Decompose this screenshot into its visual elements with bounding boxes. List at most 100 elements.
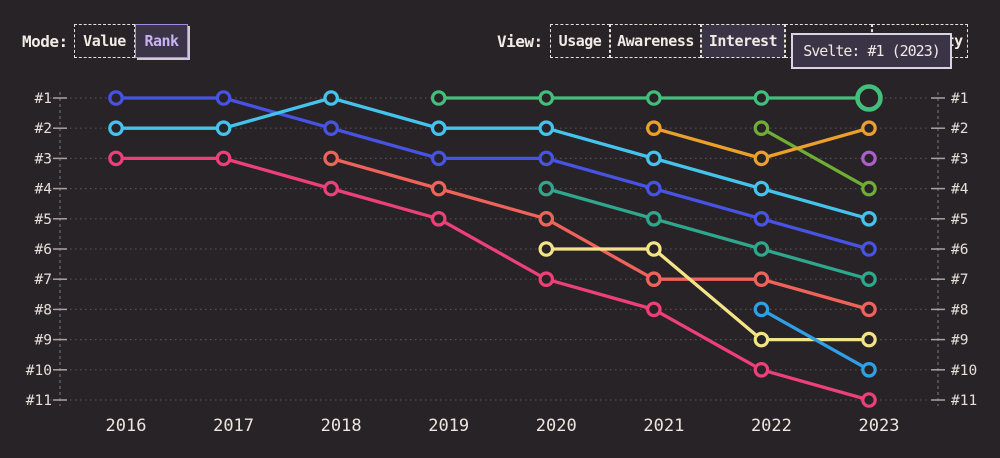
data-point-series-indigo[interactable] — [430, 150, 447, 167]
series-line-series-pink — [114, 156, 871, 402]
mode-toggle-group: Value Rank — [74, 24, 188, 58]
data-point-series-indigo[interactable] — [215, 90, 232, 106]
data-point-series-cyan[interactable] — [323, 90, 339, 106]
view-option-awareness[interactable]: Awareness — [610, 24, 701, 58]
rank-label-right: #8 — [951, 302, 968, 318]
data-point-svelte[interactable] — [646, 90, 662, 106]
data-point-series-red[interactable] — [538, 211, 555, 227]
series-line-series-teal — [544, 186, 871, 281]
data-point-svelte[interactable] — [753, 90, 770, 106]
data-point-series-olive[interactable] — [753, 120, 770, 136]
rank-label-right: #2 — [951, 121, 968, 137]
data-point-series-orange[interactable] — [753, 150, 770, 167]
data-point-series-indigo[interactable] — [861, 241, 877, 257]
rank-label-right: #5 — [951, 212, 968, 228]
data-point-series-pink[interactable] — [430, 211, 447, 227]
rank-label-left: #4 — [35, 182, 53, 198]
data-point-series-red[interactable] — [323, 150, 339, 167]
tooltip-text: Svelte: #1 (2023) — [803, 42, 941, 60]
data-point-series-cyan[interactable] — [108, 120, 124, 136]
year-label: 2018 — [321, 416, 362, 436]
data-point-series-indigo[interactable] — [646, 180, 662, 197]
data-point-series-teal[interactable] — [646, 211, 662, 227]
rank-label-left: #8 — [35, 302, 52, 318]
data-point-series-yellow[interactable] — [753, 331, 770, 348]
data-point-series-purple[interactable] — [861, 150, 877, 167]
data-point-series-pink[interactable] — [323, 180, 339, 197]
data-point-series-teal[interactable] — [861, 271, 877, 287]
year-label: 2017 — [213, 416, 254, 436]
rank-label-left: #2 — [35, 121, 52, 137]
series-line-series-sky — [759, 307, 871, 372]
view-option-usage[interactable]: Usage — [550, 24, 610, 58]
year-label: 2019 — [428, 416, 469, 436]
data-point-series-indigo[interactable] — [538, 150, 555, 167]
rank-label-left: #6 — [35, 242, 52, 258]
data-point-series-pink[interactable] — [108, 150, 124, 167]
data-point-series-red[interactable] — [861, 301, 877, 318]
data-point-series-cyan[interactable] — [861, 211, 877, 227]
data-point-series-red[interactable] — [646, 271, 662, 287]
data-point-svelte[interactable] — [538, 90, 555, 106]
rank-label-right: #3 — [951, 151, 968, 167]
rank-label-right: #9 — [951, 333, 968, 349]
rank-label-right: #1 — [951, 91, 968, 107]
data-point-series-teal[interactable] — [538, 180, 555, 197]
data-point-series-indigo[interactable] — [108, 90, 124, 106]
data-point-svelte[interactable] — [430, 90, 447, 106]
rank-label-right: #4 — [951, 182, 969, 198]
mode-option-rank[interactable]: Rank — [135, 24, 188, 58]
series-line-series-indigo — [114, 96, 871, 251]
data-point-series-sky[interactable] — [753, 301, 770, 318]
data-point-series-orange[interactable] — [646, 120, 662, 136]
mode-label: Mode: — [22, 31, 68, 51]
rank-label-left: #7 — [35, 272, 52, 288]
data-point-series-teal[interactable] — [753, 241, 770, 257]
data-point-series-cyan[interactable] — [753, 180, 770, 197]
rank-label-left: #3 — [35, 151, 52, 167]
data-point-series-indigo[interactable] — [323, 120, 339, 136]
year-label: 2023 — [859, 416, 900, 436]
rank-label-left: #11 — [26, 393, 52, 409]
data-point-series-pink[interactable] — [861, 392, 877, 408]
data-point-series-cyan[interactable] — [646, 150, 662, 167]
data-point-series-olive[interactable] — [861, 180, 877, 197]
rank-label-left: #9 — [35, 333, 52, 349]
data-point-series-indigo[interactable] — [753, 211, 770, 227]
year-label: 2022 — [751, 416, 792, 436]
year-label: 2016 — [106, 416, 147, 436]
mode-option-value[interactable]: Value — [74, 24, 135, 58]
data-point-series-pink[interactable] — [646, 301, 662, 318]
data-point-series-orange[interactable] — [861, 120, 877, 136]
data-point-series-red[interactable] — [753, 271, 770, 287]
rank-label-right: #11 — [951, 393, 977, 409]
view-option-interest[interactable]: Interest — [701, 24, 785, 58]
chart-tooltip: Svelte: #1 (2023) — [791, 33, 952, 69]
rank-label-left: #5 — [35, 212, 52, 228]
rank-label-right: #10 — [951, 363, 977, 379]
series-line-series-cyan — [114, 96, 871, 221]
series-line-series-olive — [759, 126, 871, 191]
year-label: 2020 — [536, 416, 577, 436]
series-line-series-red — [329, 156, 871, 312]
data-point-series-cyan[interactable] — [430, 120, 447, 136]
data-point-series-pink[interactable] — [753, 361, 770, 378]
data-point-series-pink[interactable] — [215, 150, 232, 167]
data-point-series-cyan[interactable] — [538, 120, 555, 136]
data-point-series-red[interactable] — [430, 180, 447, 197]
data-point-series-sky[interactable] — [861, 361, 877, 378]
rank-label-left: #10 — [26, 363, 52, 379]
data-point-series-yellow[interactable] — [646, 241, 662, 257]
data-point-series-pink[interactable] — [538, 271, 555, 287]
rank-label-left: #1 — [35, 91, 52, 107]
rank-label-right: #6 — [951, 242, 968, 258]
data-point-series-yellow[interactable] — [538, 241, 555, 257]
year-label: 2021 — [643, 416, 684, 436]
view-label: View: — [497, 31, 543, 51]
rank-label-right: #7 — [951, 272, 968, 288]
data-point-series-cyan[interactable] — [215, 120, 232, 136]
data-point-series-yellow[interactable] — [861, 331, 877, 348]
data-point-svelte[interactable] — [855, 84, 883, 112]
